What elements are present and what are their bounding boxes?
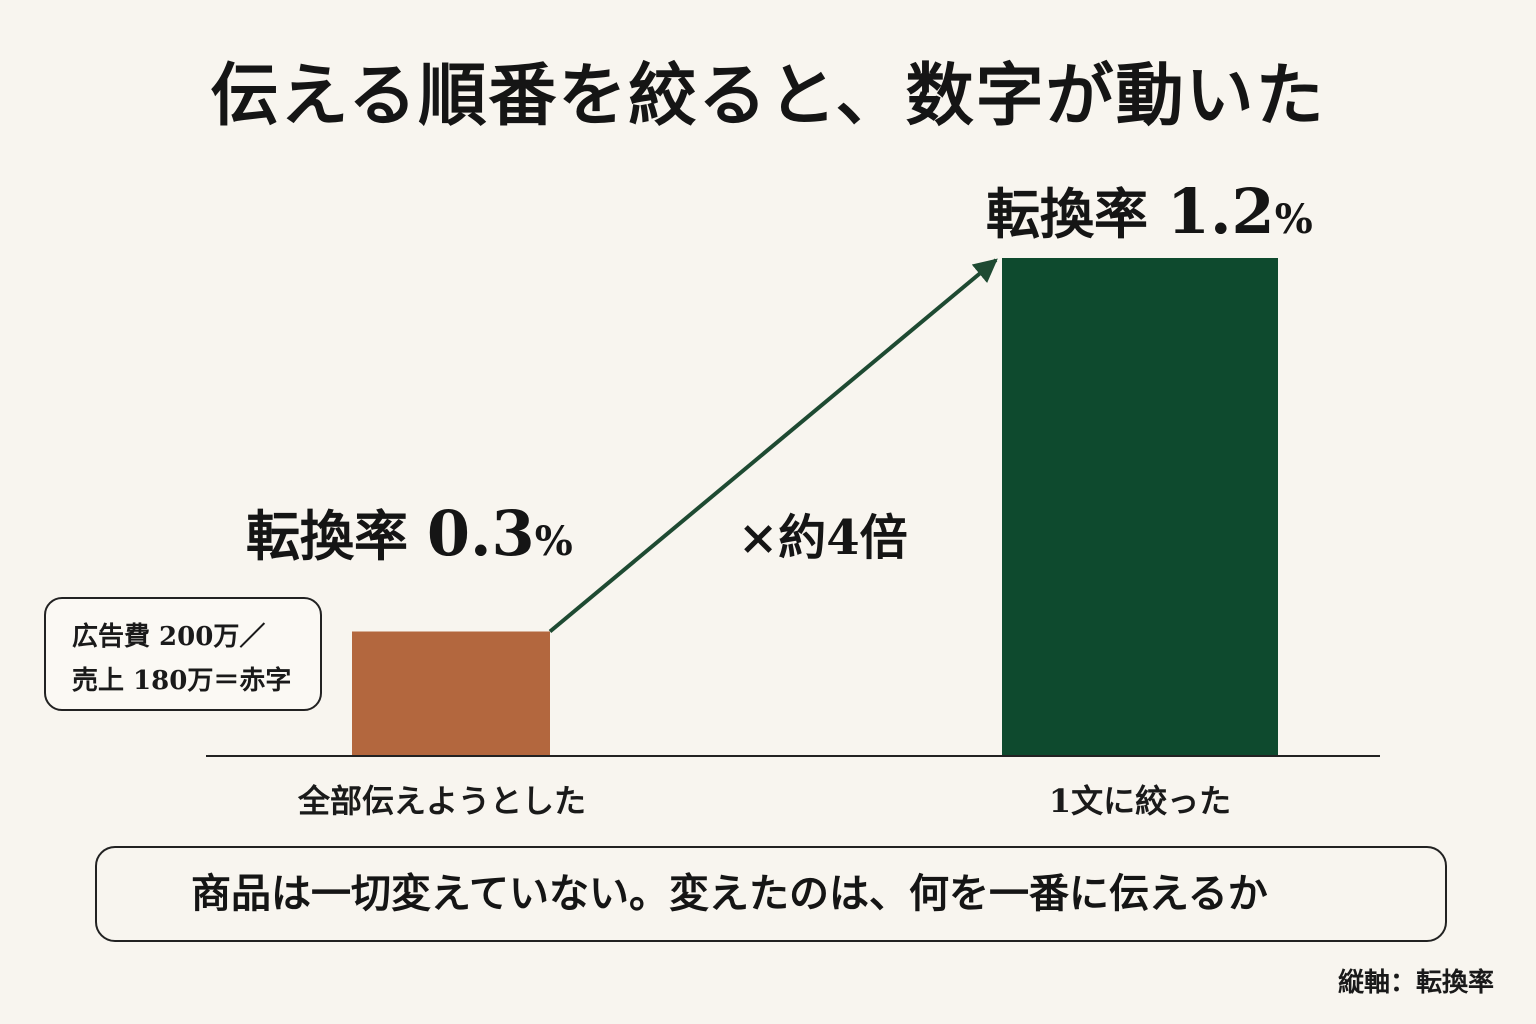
bar-label-before: 転換率 0.3% [246, 492, 573, 571]
bar-label-after: 転換率 1.2% [986, 170, 1313, 249]
bar-label-unit: % [1274, 196, 1313, 243]
category-label-before: 全部伝えようとした [297, 782, 586, 820]
chart-title: 伝える順番を絞ると、数字が動いた [210, 56, 1326, 136]
bar-label-prefix: 転換率 [246, 504, 408, 568]
bar-label-value: 1.2 [1166, 175, 1275, 248]
message-box: 商品は一切変えていない。変えたのは、何を一番に伝えるか [95, 846, 1447, 942]
multiplier-annotation: ×約4倍 [738, 510, 908, 566]
growth-arrow [548, 258, 998, 634]
note-line-1: 広告費 200万／ [72, 622, 266, 652]
ad-cost-note: 広告費 200万／ 売上 180万＝赤字 [44, 597, 322, 711]
bar-0 [352, 631, 550, 756]
note-line-2: 売上 180万＝赤字 [72, 666, 292, 696]
bar-label-prefix: 転換率 [986, 182, 1148, 246]
y-axis-note: 縦軸：転換率 [1337, 968, 1494, 998]
bar-1 [1002, 258, 1278, 756]
category-label-after: 1文に絞った [1048, 782, 1232, 820]
bar-label-unit: % [534, 518, 573, 565]
bar-label-value: 0.3 [426, 497, 535, 570]
